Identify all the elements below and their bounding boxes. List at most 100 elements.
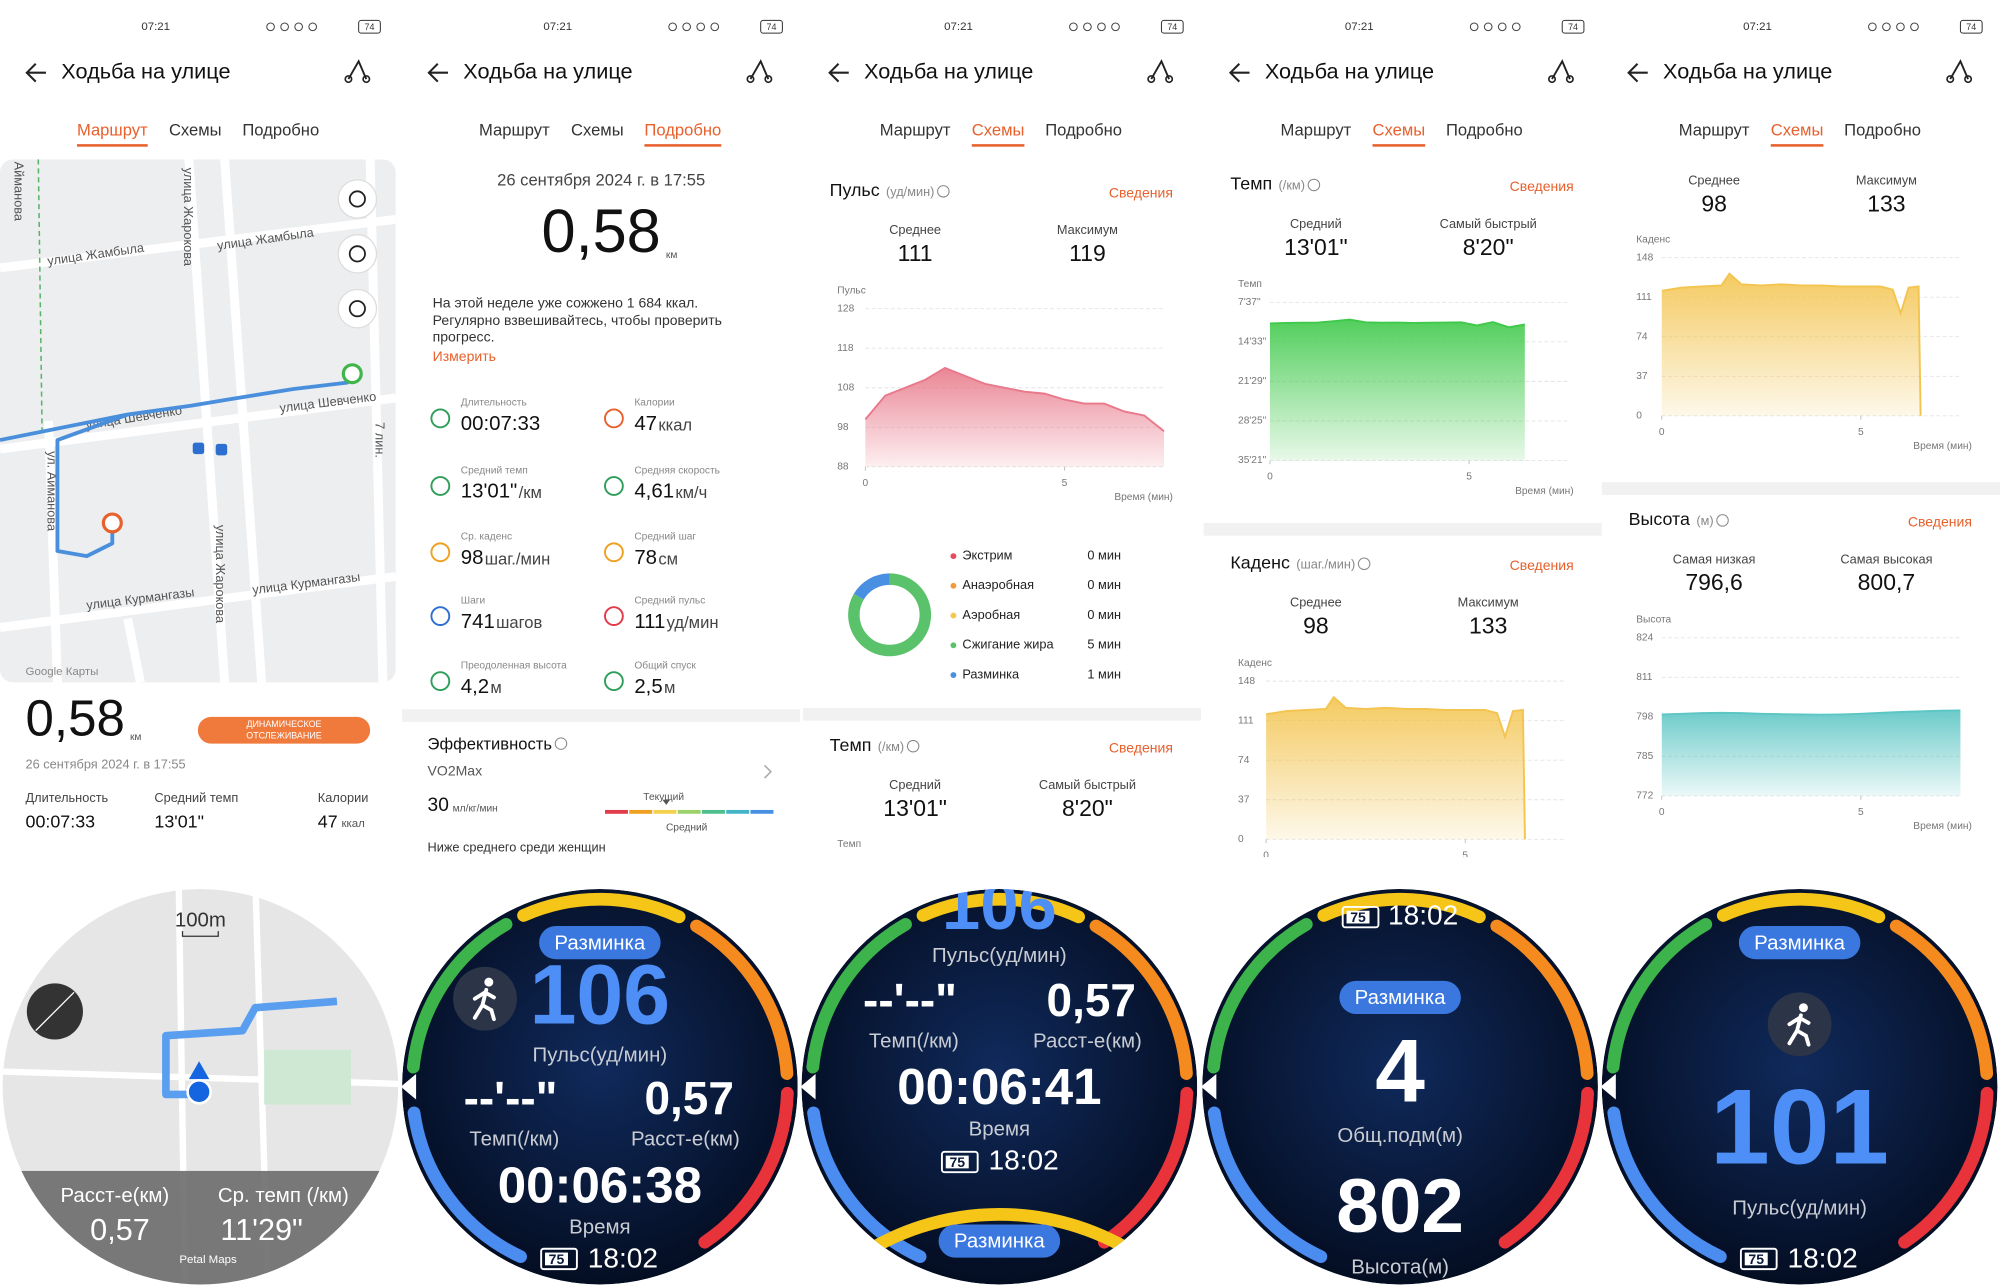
- phone-panel: 07:21 74 Ходьба на улице Маршрут Схемы Подроб…: [1203, 0, 1602, 858]
- zone-name: Экстрим: [962, 548, 1012, 563]
- status-icon: [1111, 22, 1120, 32]
- tab-underline: [76, 144, 148, 147]
- ring-arc: [1207, 917, 1313, 1074]
- ring-arc: [1606, 917, 1713, 1074]
- stat-label: Длительность: [461, 398, 527, 409]
- stat-value: 98: [1701, 190, 1727, 216]
- route-icon[interactable]: [749, 59, 770, 80]
- tab[interactable]: Маршрут: [1281, 121, 1352, 140]
- details-link[interactable]: Сведения: [1109, 739, 1173, 755]
- tracking-button[interactable]: [197, 716, 371, 744]
- tab[interactable]: Маршрут: [880, 121, 951, 140]
- tab[interactable]: Схемы: [1373, 121, 1426, 140]
- tab[interactable]: Подробно: [242, 121, 319, 140]
- back-button[interactable]: [25, 63, 46, 83]
- y-tick-label: 88: [837, 462, 849, 473]
- tab[interactable]: Подробно: [644, 121, 721, 140]
- x-axis-label: Время (мин): [1515, 486, 1574, 497]
- map-control[interactable]: [337, 234, 378, 274]
- battery-text: 75: [549, 1251, 565, 1267]
- details-link[interactable]: Сведения: [1510, 178, 1574, 194]
- battery-icon: [1341, 905, 1380, 929]
- tab[interactable]: Схемы: [972, 121, 1025, 140]
- stat-value: 800,7: [1858, 569, 1915, 595]
- tab[interactable]: Подробно: [1446, 121, 1523, 140]
- measure-link[interactable]: Измерить: [433, 348, 496, 364]
- y-tick-label: 108: [837, 382, 854, 393]
- note: Регулярно взвешивайтесь, чтобы проверить: [433, 312, 722, 328]
- area-fill: [1266, 697, 1525, 840]
- tab[interactable]: Подробно: [1045, 121, 1122, 140]
- stat-value: 133: [1867, 190, 1905, 216]
- chevron[interactable]: [763, 764, 772, 779]
- activity-icon: [472, 987, 496, 1022]
- zone-value: 0 мин: [1087, 577, 1121, 592]
- gauge-segment: [750, 809, 774, 814]
- watch-face: 100m Расст-е(км) Ср. темп (/км) 0,57 11'29" P…: [2, 889, 399, 1285]
- y-tick-label: 35'21": [1238, 455, 1267, 466]
- ring-arc: [1490, 919, 1594, 1080]
- section-title: Эффективность: [428, 734, 552, 753]
- tab[interactable]: Схемы: [169, 121, 222, 140]
- stat-unit: см: [658, 549, 678, 568]
- tab[interactable]: Схемы: [1771, 121, 1824, 140]
- stat-label: Ср. каденс: [461, 532, 512, 543]
- zone-value: 1 мин: [1087, 666, 1121, 681]
- status-time: 07:21: [1345, 21, 1374, 33]
- ring-arc: [690, 919, 794, 1080]
- back-button[interactable]: [427, 63, 448, 83]
- ring-arc: [407, 1106, 527, 1264]
- route-icon[interactable]: [1150, 59, 1170, 80]
- activity-icon: [1787, 1013, 1811, 1047]
- legend-dot: [950, 553, 957, 560]
- route-icon[interactable]: [347, 59, 368, 80]
- map-control[interactable]: [337, 179, 378, 219]
- map-control[interactable]: [337, 288, 378, 329]
- watch-pace: --'--": [863, 974, 957, 1026]
- divider: [402, 709, 801, 722]
- ring-arc: [1207, 1106, 1328, 1264]
- stat-label: Самая низкая: [1673, 551, 1756, 566]
- tab[interactable]: Подробно: [1844, 121, 1921, 140]
- route-icon[interactable]: [1949, 59, 1969, 80]
- watch-time-label: Время: [969, 1119, 1030, 1141]
- stat-label: Средняя скорость: [634, 465, 720, 476]
- stat-icon: [604, 542, 624, 563]
- ring-arc: [849, 1207, 1150, 1266]
- stat-value: 13'01": [461, 481, 518, 503]
- route-icon[interactable]: [1551, 59, 1571, 80]
- tab[interactable]: Маршрут: [77, 121, 148, 140]
- stat-value: 13'01": [1284, 234, 1348, 260]
- battery-text: 75: [949, 1154, 965, 1170]
- watch-heart-rate-label: Пульс(уд/мин): [533, 1045, 668, 1067]
- stat-label: Среднее: [1688, 173, 1740, 188]
- tab[interactable]: Маршрут: [479, 121, 550, 140]
- data-line: [1269, 318, 1525, 329]
- stat-value: 8'20": [1463, 234, 1514, 260]
- status-time: 07:21: [141, 21, 170, 33]
- zone-name: Анаэробная: [962, 577, 1034, 592]
- details-link[interactable]: Сведения: [1109, 185, 1173, 201]
- stat-value: 796,6: [1685, 569, 1742, 595]
- zone-value: 5 мин: [1087, 637, 1121, 652]
- back-button[interactable]: [828, 63, 849, 83]
- bus-stop: [192, 442, 205, 455]
- info-icon: [1716, 514, 1729, 527]
- watch-clock: 18:02: [988, 1144, 1058, 1175]
- battery-icon: [1959, 19, 1983, 34]
- zone-name: Аэробная: [962, 607, 1020, 622]
- back-button[interactable]: [1627, 63, 1648, 83]
- watch-time: 00:06:41: [897, 1058, 1101, 1115]
- details-link[interactable]: Сведения: [1908, 514, 1972, 530]
- watch-climb: 4: [1375, 1020, 1425, 1120]
- map-credit: Petal Maps: [179, 1254, 237, 1266]
- tab[interactable]: Маршрут: [1679, 121, 1750, 140]
- y-tick-label: 811: [1636, 672, 1653, 683]
- back-button[interactable]: [1228, 63, 1250, 83]
- tab[interactable]: Схемы: [571, 121, 624, 140]
- y-tick-label: 118: [837, 343, 854, 354]
- route-icon-dot: [764, 75, 773, 84]
- details-link[interactable]: Сведения: [1510, 557, 1574, 573]
- stat-icon: [430, 542, 451, 563]
